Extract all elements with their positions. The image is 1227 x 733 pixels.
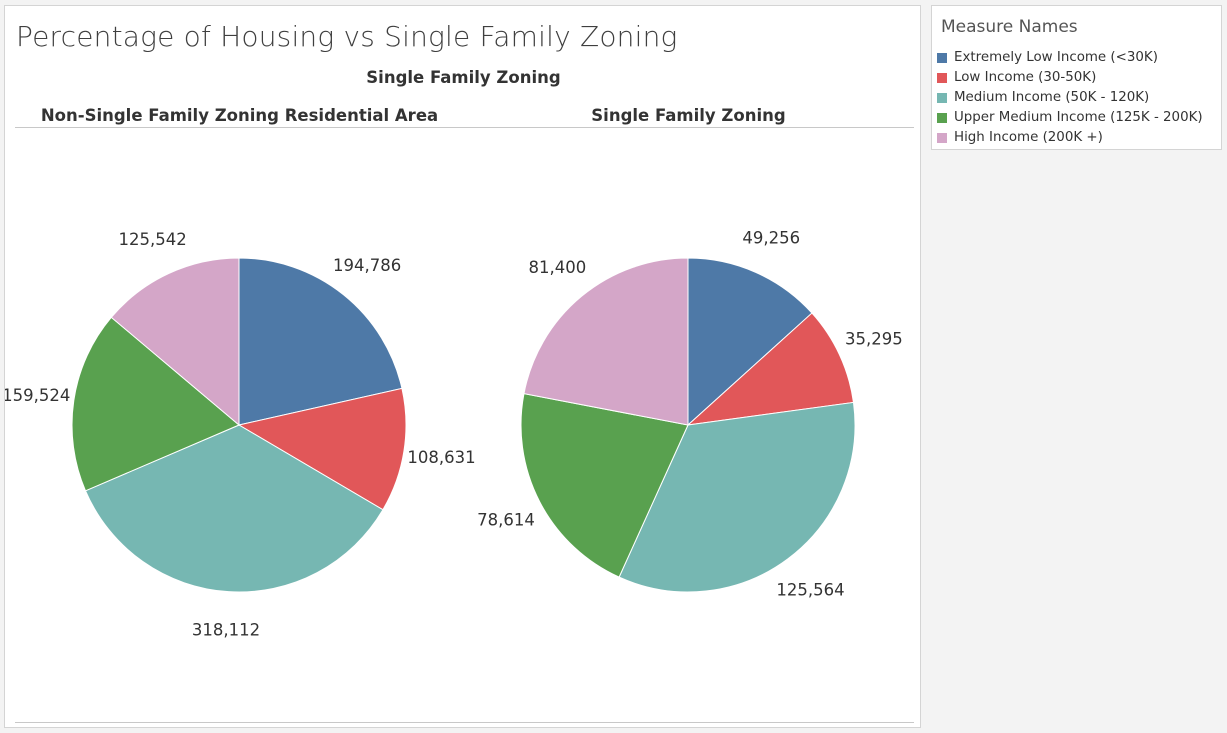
legend-label: Upper Medium Income (125K - 200K)	[954, 110, 1203, 125]
legend-title: Measure Names	[941, 17, 1078, 37]
legend-item-extremely-low-income[interactable]: Extremely Low Income (<30K)	[936, 50, 1216, 68]
data-label-low-income: 35,295	[845, 330, 903, 349]
data-label-extremely-low-income: 49,256	[742, 229, 800, 248]
pie-single-family: 49,256 35,295 125,564 78,614 81,400	[477, 229, 903, 600]
chart-panel: Percentage of Housing vs Single Family Z…	[4, 5, 921, 728]
pie-slice-high-income[interactable]	[523, 257, 689, 426]
data-label-medium-income: 318,112	[192, 621, 260, 640]
pie-non-single-family: 194,786 108,631 318,112 159,524 125,542	[5, 230, 476, 639]
pie-charts: 194,786 108,631 318,112 159,524 125,542 49,25…	[5, 229, 903, 640]
pie-slice-low-income[interactable]	[686, 312, 855, 426]
legend-item-low-income[interactable]: Low Income (30-50K)	[936, 70, 1216, 88]
data-label-extremely-low-income: 194,786	[333, 256, 401, 275]
chart-title: Percentage of Housing vs Single Family Z…	[16, 20, 678, 53]
pie-slice-upper-medium-income[interactable]	[520, 393, 689, 578]
pie-slice-high-income[interactable]	[110, 257, 240, 427]
legend-swatch	[936, 112, 948, 124]
legend-swatch	[936, 72, 948, 84]
data-label-high-income: 81,400	[529, 258, 587, 277]
legend-label: Medium Income (50K - 120K)	[954, 90, 1150, 105]
data-label-low-income: 108,631	[407, 448, 475, 467]
legend[interactable]: Measure Names Extremely Low Income (<30K…	[931, 5, 1222, 150]
legend-swatch	[936, 92, 948, 104]
legend-label: Extremely Low Income (<30K)	[954, 50, 1158, 65]
legend-swatch	[936, 132, 948, 144]
pie-slice-extremely-low-income[interactable]	[687, 257, 813, 427]
legend-item-medium-income[interactable]: Medium Income (50K - 120K)	[936, 90, 1216, 108]
legend-item-high-income[interactable]: High Income (200K +)	[936, 130, 1216, 148]
pie-slice-low-income[interactable]	[237, 387, 407, 511]
legend-label: Low Income (30-50K)	[954, 70, 1097, 85]
data-label-upper-medium-income: 159,524	[5, 386, 70, 405]
pie-slice-medium-income[interactable]	[618, 401, 856, 593]
header-divider	[15, 127, 914, 128]
pie-slice-extremely-low-income[interactable]	[238, 257, 403, 426]
bottom-divider	[15, 722, 914, 723]
legend-swatch	[936, 52, 948, 64]
column-group-header: Single Family Zoning	[366, 68, 561, 87]
data-label-medium-income: 125,564	[776, 580, 844, 599]
data-label-high-income: 125,542	[118, 230, 186, 249]
data-label-upper-medium-income: 78,614	[477, 510, 535, 529]
legend-label: High Income (200K +)	[954, 130, 1103, 145]
legend-item-upper-medium-income[interactable]: Upper Medium Income (125K - 200K)	[936, 110, 1216, 128]
pane-header-single-family: Single Family Zoning	[591, 106, 786, 125]
pane-header-non-single-family: Non-Single Family Zoning Residential Are…	[40, 106, 439, 125]
pie-slice-medium-income[interactable]	[84, 424, 384, 593]
pie-slice-upper-medium-income[interactable]	[71, 316, 240, 492]
